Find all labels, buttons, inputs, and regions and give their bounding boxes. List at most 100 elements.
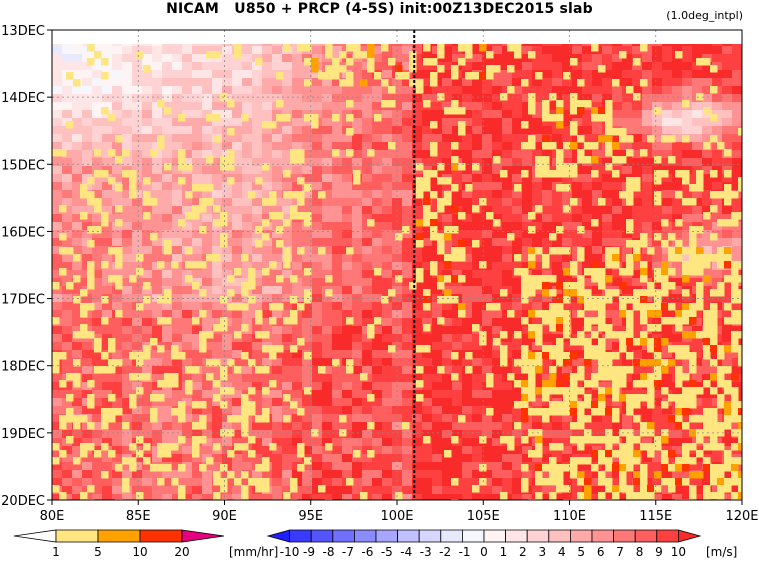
u850-cell xyxy=(702,182,713,191)
u850-cell xyxy=(332,246,343,255)
u850-cell xyxy=(202,246,213,255)
u850-cell xyxy=(362,86,373,95)
u850-cell xyxy=(332,478,343,487)
u850-cell xyxy=(322,326,333,335)
u850-cell xyxy=(52,334,63,343)
u850-cell xyxy=(382,310,393,319)
u850-cell xyxy=(132,118,143,127)
u850-cell xyxy=(272,318,283,327)
u850-cell xyxy=(192,406,203,415)
precip-cell xyxy=(458,310,466,318)
precip-cell xyxy=(409,79,417,87)
u850-cell xyxy=(472,54,483,63)
u850-cell xyxy=(382,366,393,375)
u850-cell xyxy=(632,270,643,279)
precip-cell xyxy=(283,254,291,262)
u850-cell xyxy=(632,214,643,223)
u850-cell xyxy=(372,78,383,87)
u850-cell xyxy=(202,414,213,423)
u850-cell xyxy=(672,158,683,167)
u850-cell xyxy=(82,350,93,359)
u850-cell xyxy=(282,454,293,463)
u850-cell xyxy=(472,198,483,207)
precip-cell xyxy=(87,58,95,66)
u850-cell xyxy=(622,78,633,87)
u850-cell xyxy=(402,286,413,295)
u850-cell xyxy=(382,342,393,351)
u850-cell xyxy=(222,382,233,391)
u850-cell xyxy=(172,286,183,295)
u850-cell xyxy=(62,326,73,335)
u850-cell xyxy=(302,246,313,255)
u850-cell xyxy=(252,350,263,359)
u850-cell xyxy=(412,398,423,407)
precip-cell xyxy=(234,331,242,339)
u850-cell xyxy=(612,134,623,143)
u850-cell xyxy=(612,46,623,55)
u850-cell xyxy=(72,462,83,471)
u850-cell xyxy=(162,174,173,183)
u850-cell xyxy=(432,422,443,431)
u850-cell xyxy=(302,94,313,103)
u850-cell xyxy=(112,110,123,119)
u850-cell xyxy=(452,78,463,87)
u850-cell xyxy=(252,494,263,500)
u850-cell xyxy=(672,86,683,95)
u850-cell xyxy=(202,70,213,79)
precip-cell xyxy=(444,275,452,283)
u850-cell xyxy=(292,238,303,247)
precip-cell xyxy=(472,240,480,248)
u850-cell xyxy=(62,190,73,199)
precip-cell xyxy=(682,198,690,206)
u850-cell xyxy=(442,238,453,247)
u850-cell xyxy=(162,214,173,223)
u850-cell xyxy=(582,198,593,207)
precip-cell xyxy=(150,149,158,157)
u850-cell xyxy=(482,142,493,151)
u850-cell xyxy=(362,438,373,447)
u850-cell xyxy=(432,382,443,391)
u850-cell xyxy=(672,494,683,500)
precip-cell xyxy=(290,296,298,304)
u850-cell xyxy=(172,46,183,55)
u850-cell xyxy=(112,214,123,223)
u850-cell xyxy=(52,398,63,407)
u850-cell xyxy=(512,310,523,319)
u850-cell xyxy=(242,342,253,351)
u850-cell xyxy=(402,358,413,367)
u850-cell xyxy=(52,438,63,447)
u850-cell xyxy=(332,462,343,471)
u850-cell xyxy=(242,478,253,487)
u850-cell xyxy=(192,494,203,500)
precip-cell xyxy=(689,303,697,311)
u850-cell xyxy=(602,238,613,247)
u850-cell xyxy=(252,438,263,447)
u850-cell xyxy=(242,182,253,191)
u850-cell xyxy=(252,262,263,271)
precip-cell xyxy=(731,282,739,290)
u850-cell xyxy=(552,422,563,431)
u850-cell xyxy=(442,430,453,439)
u850-cell xyxy=(332,214,343,223)
u850-cell xyxy=(442,374,453,383)
precip-cell xyxy=(710,303,718,311)
u850-cell xyxy=(82,454,93,463)
precip-cell xyxy=(437,282,445,290)
u850-cell xyxy=(162,302,173,311)
u850-cell xyxy=(142,302,153,311)
u850-cell xyxy=(282,126,293,135)
precip-cell xyxy=(675,317,683,325)
u850-cell xyxy=(292,110,303,119)
u850-cell xyxy=(252,86,263,95)
u850-cell xyxy=(512,78,523,87)
precip-cell xyxy=(626,240,634,248)
u850-cell xyxy=(652,182,663,191)
u850-cell xyxy=(342,270,353,279)
precip-cell xyxy=(276,100,284,108)
precip-cell xyxy=(647,324,655,332)
u850-cell xyxy=(312,342,323,351)
u850-cell xyxy=(452,486,463,495)
u850-cell xyxy=(112,438,123,447)
u850-cell xyxy=(452,398,463,407)
u850-cell xyxy=(482,94,493,103)
